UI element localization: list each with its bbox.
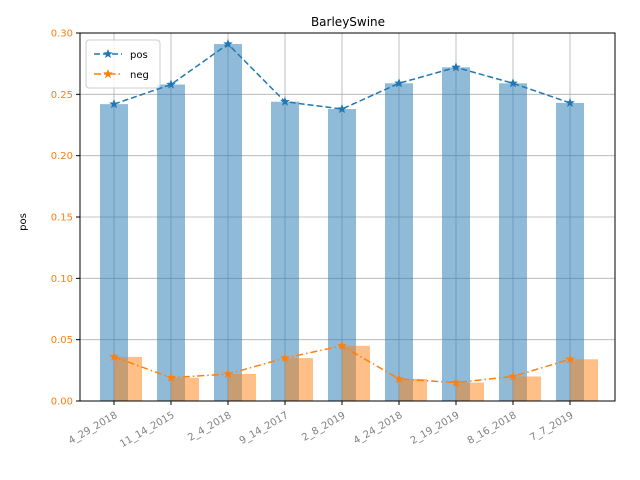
- y-tick-label: 0.20: [51, 151, 73, 162]
- marker-neg: [336, 340, 348, 351]
- marker-neg: [108, 351, 120, 362]
- y-tick-label: 0.05: [51, 335, 73, 346]
- bar-pos: [442, 67, 470, 401]
- marker-neg: [222, 368, 234, 379]
- legend-marker-pos: [102, 48, 114, 59]
- legend-label-neg: neg: [130, 70, 149, 81]
- marker-pos: [393, 78, 405, 88]
- marker-pos: [222, 38, 234, 49]
- bar-neg: [570, 359, 598, 401]
- y-tick-label: 0.00: [51, 397, 73, 408]
- legend-marker-neg: [102, 68, 114, 79]
- bars: [100, 44, 598, 402]
- bar-neg: [399, 378, 427, 401]
- marker-neg: [564, 354, 576, 364]
- bar-pos: [271, 101, 299, 402]
- bar-neg: [513, 376, 541, 401]
- marker-neg: [507, 371, 519, 381]
- y-ticks: 0.00 0.05 0.10 0.15 0.20 0.25 0.30: [51, 29, 80, 408]
- marker-pos: [108, 98, 120, 109]
- legend-label-pos: pos: [130, 50, 148, 61]
- line-pos: [113, 43, 571, 110]
- bar-neg: [114, 356, 142, 401]
- x-tick-label: 8_16_2018: [466, 410, 519, 447]
- marker-neg: [393, 373, 405, 384]
- marker-pos: [507, 78, 519, 88]
- legend-box: [85, 39, 161, 89]
- marker-neg: [165, 372, 177, 382]
- bar-pos: [214, 44, 242, 401]
- bar-neg: [285, 358, 313, 401]
- bar-pos: [499, 83, 527, 401]
- marker-pos: [450, 62, 462, 72]
- y-tick-label: 0.10: [51, 274, 73, 285]
- marker-pos: [564, 97, 576, 108]
- x-tick-label: 2_4_2018: [186, 410, 233, 444]
- legend: pos neg: [85, 39, 161, 89]
- x-tick-label: 4_29_2018: [67, 410, 120, 447]
- marker-neg: [450, 377, 462, 387]
- y-tick-label: 0.30: [51, 29, 73, 40]
- marker-pos: [279, 96, 291, 106]
- x-tick-label: 2_19_2019: [409, 410, 462, 447]
- bar-pos: [157, 84, 185, 402]
- bar-neg: [342, 345, 370, 401]
- chart-title: BarleySwine: [311, 15, 385, 29]
- bar-pos: [100, 104, 128, 401]
- marker-pos: [336, 103, 348, 114]
- y-axis-label: pos: [18, 213, 29, 231]
- series-lines: [108, 38, 576, 387]
- marker-pos: [165, 79, 177, 89]
- bar-pos: [556, 102, 584, 402]
- bar-neg: [228, 374, 256, 401]
- x-tick-label: 11_14_2015: [118, 410, 176, 450]
- bar-neg: [456, 382, 484, 401]
- y-tick-label: 0.25: [51, 90, 73, 101]
- x-tick-label: 7_7_2019: [528, 410, 575, 444]
- x-tick-label: 4_24_2018: [352, 410, 405, 447]
- x-tick-label: 2_8_2019: [300, 410, 347, 444]
- y-tick-label: 0.15: [51, 213, 73, 224]
- x-tick-label: 9_14_2017: [238, 410, 291, 447]
- marker-neg: [279, 352, 291, 363]
- bar-neg: [171, 377, 199, 401]
- bar-pos: [385, 83, 413, 401]
